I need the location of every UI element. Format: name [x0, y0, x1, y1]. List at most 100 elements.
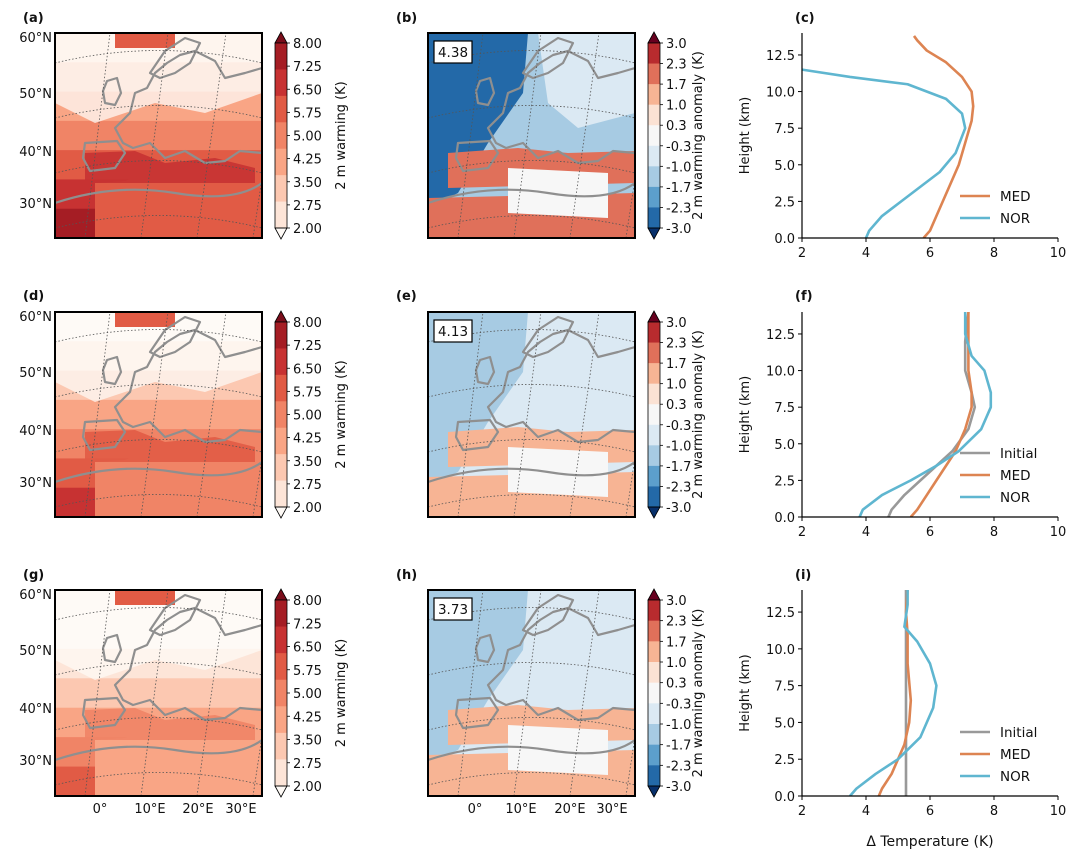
coastline [55, 182, 262, 205]
colorbar-min-extend [647, 227, 661, 240]
graticule-lat [428, 160, 635, 174]
colorbar-swatch [648, 724, 660, 746]
colorbar-label: 2 m warming anomaly (K) [691, 51, 706, 220]
colorbar-swatch [275, 626, 287, 654]
colorbar-swatch [648, 43, 660, 65]
graticule-lat [428, 439, 635, 453]
map-field [55, 312, 262, 517]
colorbar-swatch [275, 653, 287, 681]
coastline [474, 633, 496, 664]
colorbar-tick-label: -2.3 [666, 201, 691, 216]
x-tick-label: 2 [798, 525, 806, 540]
graticule-lon [513, 312, 542, 517]
panel-label: (h) [396, 568, 417, 583]
colorbar-tick-label: 6.50 [293, 641, 322, 656]
mean-anomaly-value: 4.13 [438, 324, 468, 340]
graticule-lon [84, 33, 111, 238]
coastline [81, 139, 127, 173]
x-tick-label: 6 [926, 246, 934, 261]
lon-label: 30°E [596, 802, 627, 817]
colorbar-swatch [275, 401, 287, 429]
coastline [55, 739, 262, 762]
x-tick-label: 10 [1050, 246, 1067, 261]
coastline [113, 328, 262, 444]
colorbar-tick-label: 0.3 [666, 677, 687, 692]
legend-label-med: MED [1000, 189, 1031, 205]
coastline [428, 461, 635, 484]
coastline [486, 606, 635, 722]
profile-lines [858, 312, 993, 517]
mean-anomaly-box [433, 597, 473, 621]
graticule-lon [84, 590, 111, 796]
mean-anomaly-box [433, 40, 473, 64]
colorbar-tick-label: 7.25 [293, 339, 322, 354]
colorbar-tick-label: -2.3 [666, 480, 691, 495]
coastline [486, 328, 635, 444]
map-panel-d [54, 311, 263, 518]
map-panel-h [427, 589, 636, 797]
colorbar-tick-label: 7.25 [293, 60, 322, 75]
y-tick-label: 10.0 [766, 86, 795, 101]
anomaly-colorbar: 3.0 2.3 1.7 1.0 0.3 -0.3 -1.0 -1.7 -2.3 -3.02 m w… [647, 310, 706, 519]
colorbar-tick-label: -1.7 [666, 181, 691, 196]
lat-label: 50°N [19, 366, 52, 381]
lat-label: 30°N [19, 754, 52, 769]
colorbar-tick-label: 3.0 [666, 594, 687, 609]
colorbar-tick-label: -1.0 [666, 718, 691, 733]
graticule-lon [457, 590, 484, 796]
series-line-med [909, 312, 973, 517]
map-frame [54, 32, 263, 239]
series-line-med [912, 35, 975, 238]
x-tick-label: 6 [926, 525, 934, 540]
colorbar-swatch [275, 322, 287, 349]
y-tick-label: 10.0 [766, 643, 795, 658]
colorbar-swatch [275, 201, 287, 229]
coastline [101, 633, 123, 664]
graticule-lat [55, 50, 262, 64]
colorbar-max-extend [647, 31, 661, 44]
colorbar-tick-label: 0.3 [666, 119, 687, 134]
coastline [55, 461, 262, 484]
y-tick-label: 2.5 [774, 195, 795, 210]
graticule-lon [457, 33, 484, 238]
lat-label: 60°N [19, 588, 52, 603]
colorbar-swatch [648, 342, 660, 364]
colorbar-swatch [648, 63, 660, 85]
graticule-lon [140, 33, 169, 238]
colorbar-tick-label: 4.25 [293, 710, 322, 725]
x-tick-label: 8 [990, 525, 998, 540]
y-tick-label: 0.0 [774, 232, 795, 247]
colorbar-tick-label: 3.50 [293, 176, 322, 191]
colorbar-tick-label: -1.7 [666, 739, 691, 754]
colorbar-swatch [275, 43, 287, 70]
legend-label-initial: Initial [1000, 725, 1037, 741]
lon-label: 30°E [225, 802, 256, 817]
lon-label: 20°E [182, 802, 213, 817]
colorbar-min-extend [274, 785, 288, 798]
legend-label-nor: NOR [1000, 490, 1030, 506]
colorbar-tick-label: 8.00 [293, 37, 322, 52]
colorbar-swatch [275, 759, 287, 787]
coastline [113, 49, 262, 165]
lon-label: 0° [468, 802, 483, 817]
colorbar-min-extend [274, 227, 288, 240]
colorbar-swatch [648, 363, 660, 385]
map-field [428, 33, 635, 238]
colorbar-tick-label: 2.3 [666, 615, 687, 630]
warming-colorbar: 8.00 7.25 6.50 5.75 5.00 4.25 3.50 2.75 2.00 2 m … [274, 31, 349, 240]
lat-label: 40°N [19, 145, 52, 160]
graticule-lat [55, 494, 262, 508]
lat-label: 60°N [19, 31, 52, 46]
colorbar-swatch [648, 682, 660, 704]
coastline [81, 696, 127, 730]
colorbar-swatch [648, 465, 660, 487]
x-tick-label: 8 [990, 246, 998, 261]
x-tick-label: 2 [798, 804, 806, 819]
mean-anomaly-box [433, 319, 473, 343]
profile-panel-f: 2 4 6 8 10 0.0 2.5 5.0 7.5 10.0 12.5 Height (km) Ini… [738, 312, 1066, 540]
panel-label: (c) [795, 11, 815, 26]
graticule-lat [428, 494, 635, 508]
lon-label: 20°E [554, 802, 585, 817]
graticule-lat [428, 215, 635, 229]
mean-anomaly-value: 3.73 [438, 602, 468, 618]
